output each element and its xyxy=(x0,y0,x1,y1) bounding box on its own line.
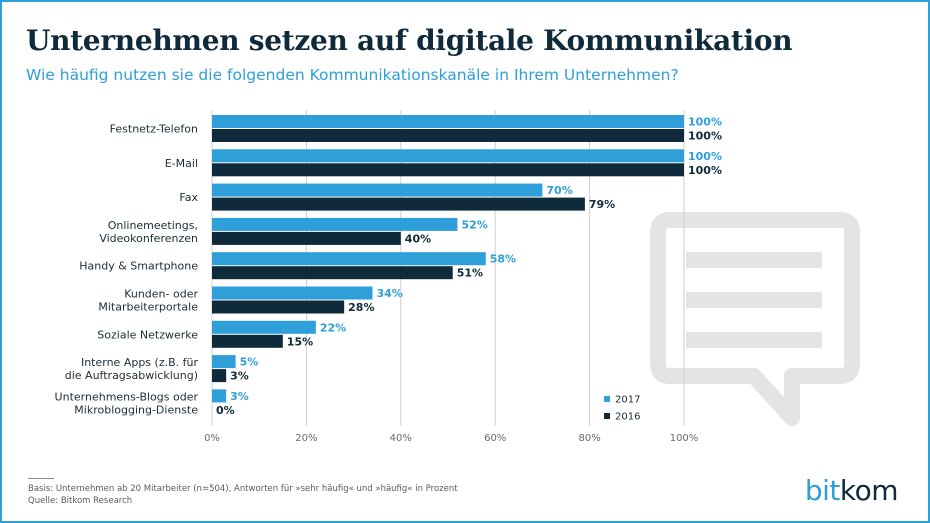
x-tick-label: 100% xyxy=(670,433,699,444)
bar-2016 xyxy=(212,129,684,142)
value-label-2016: 3% xyxy=(230,370,249,383)
value-label-2016: 79% xyxy=(589,198,615,211)
value-label-2016: 100% xyxy=(688,164,722,177)
x-tick-label: 40% xyxy=(390,433,412,444)
value-label-2016: 28% xyxy=(348,301,374,314)
bar-2017 xyxy=(212,355,236,369)
category-label: Mitarbeiterportale xyxy=(98,301,198,314)
value-label-2017: 70% xyxy=(546,184,572,197)
bar-2016 xyxy=(212,163,684,177)
chart-title: Unternehmen setzen auf digitale Kommunik… xyxy=(26,24,793,57)
value-label-2017: 34% xyxy=(376,287,402,300)
bar-2017 xyxy=(212,320,316,334)
x-tick-label: 0% xyxy=(204,433,220,444)
category-label: Mikroblogging-Dienste xyxy=(74,403,198,416)
bar-2017 xyxy=(212,389,227,403)
legend-label-2017: 2017 xyxy=(615,395,640,406)
footnote-basis: Basis: Unternehmen ab 20 Mitarbeiter (n=… xyxy=(28,484,458,494)
category-label: Videokonferenzen xyxy=(99,232,198,245)
value-label-2017: 58% xyxy=(490,253,516,266)
bar-2017 xyxy=(212,286,373,300)
footnote-divider xyxy=(28,478,54,479)
bar-2016 xyxy=(212,197,585,211)
category-label: die Auftragsabwicklung) xyxy=(65,369,198,382)
x-tick-label: 80% xyxy=(578,433,600,444)
category-label: Kunden- oder xyxy=(124,288,198,301)
bar-2016 xyxy=(212,266,453,280)
value-label-2016: 100% xyxy=(688,130,722,143)
footnote: Basis: Unternehmen ab 20 Mitarbeiter (n=… xyxy=(28,483,458,507)
speech-bubble-icon xyxy=(650,212,860,426)
category-label: Handy & Smartphone xyxy=(79,260,198,273)
bar-2017 xyxy=(212,115,684,128)
watermark-line xyxy=(686,332,822,348)
legend-swatch-2017 xyxy=(604,396,610,402)
category-label: Interne Apps (z.B. für xyxy=(81,356,199,369)
watermark-line xyxy=(686,252,822,268)
value-label-2017: 52% xyxy=(461,218,487,231)
category-label: Fax xyxy=(179,191,198,204)
value-label-2017: 3% xyxy=(230,390,249,403)
category-label: E-Mail xyxy=(165,157,198,170)
bar-2017 xyxy=(212,252,486,266)
bar-2017 xyxy=(212,217,458,231)
value-label-2017: 22% xyxy=(320,321,346,334)
category-label: Soziale Netzwerke xyxy=(97,328,198,341)
x-tick-label: 60% xyxy=(484,433,506,444)
category-label: Onlinemeetings, xyxy=(108,219,198,232)
legend-label-2016: 2016 xyxy=(615,412,640,423)
bar-chart: 0% 20% 40% 60% 80% 100%100%100%Festnetz-Telef… xyxy=(55,110,860,444)
value-label-2016: 15% xyxy=(287,335,313,348)
chart-subtitle: Wie häufig nutzen sie die folgenden Komm… xyxy=(26,66,679,84)
value-label-2016: 0% xyxy=(216,404,235,417)
value-label-2016: 51% xyxy=(457,267,483,280)
bar-2016 xyxy=(212,334,283,348)
bitkom-logo: bitkom xyxy=(804,474,899,507)
watermark-line xyxy=(686,292,822,308)
bar-2016 xyxy=(212,231,401,245)
value-label-2017: 100% xyxy=(688,116,722,129)
bar-2017 xyxy=(212,183,543,197)
category-label: Unternehmens-Blogs oder xyxy=(55,390,199,403)
bar-2016 xyxy=(212,300,345,314)
bar-2017 xyxy=(212,149,684,163)
x-tick-label: 20% xyxy=(295,433,317,444)
value-label-2016: 40% xyxy=(405,232,431,245)
footnote-source: Quelle: Bitkom Research xyxy=(28,496,133,506)
bar-2016 xyxy=(212,369,227,383)
value-label-2017: 5% xyxy=(240,356,259,369)
value-label-2017: 100% xyxy=(688,150,722,163)
category-label: Festnetz-Telefon xyxy=(110,123,198,136)
legend-swatch-2016 xyxy=(604,413,610,419)
